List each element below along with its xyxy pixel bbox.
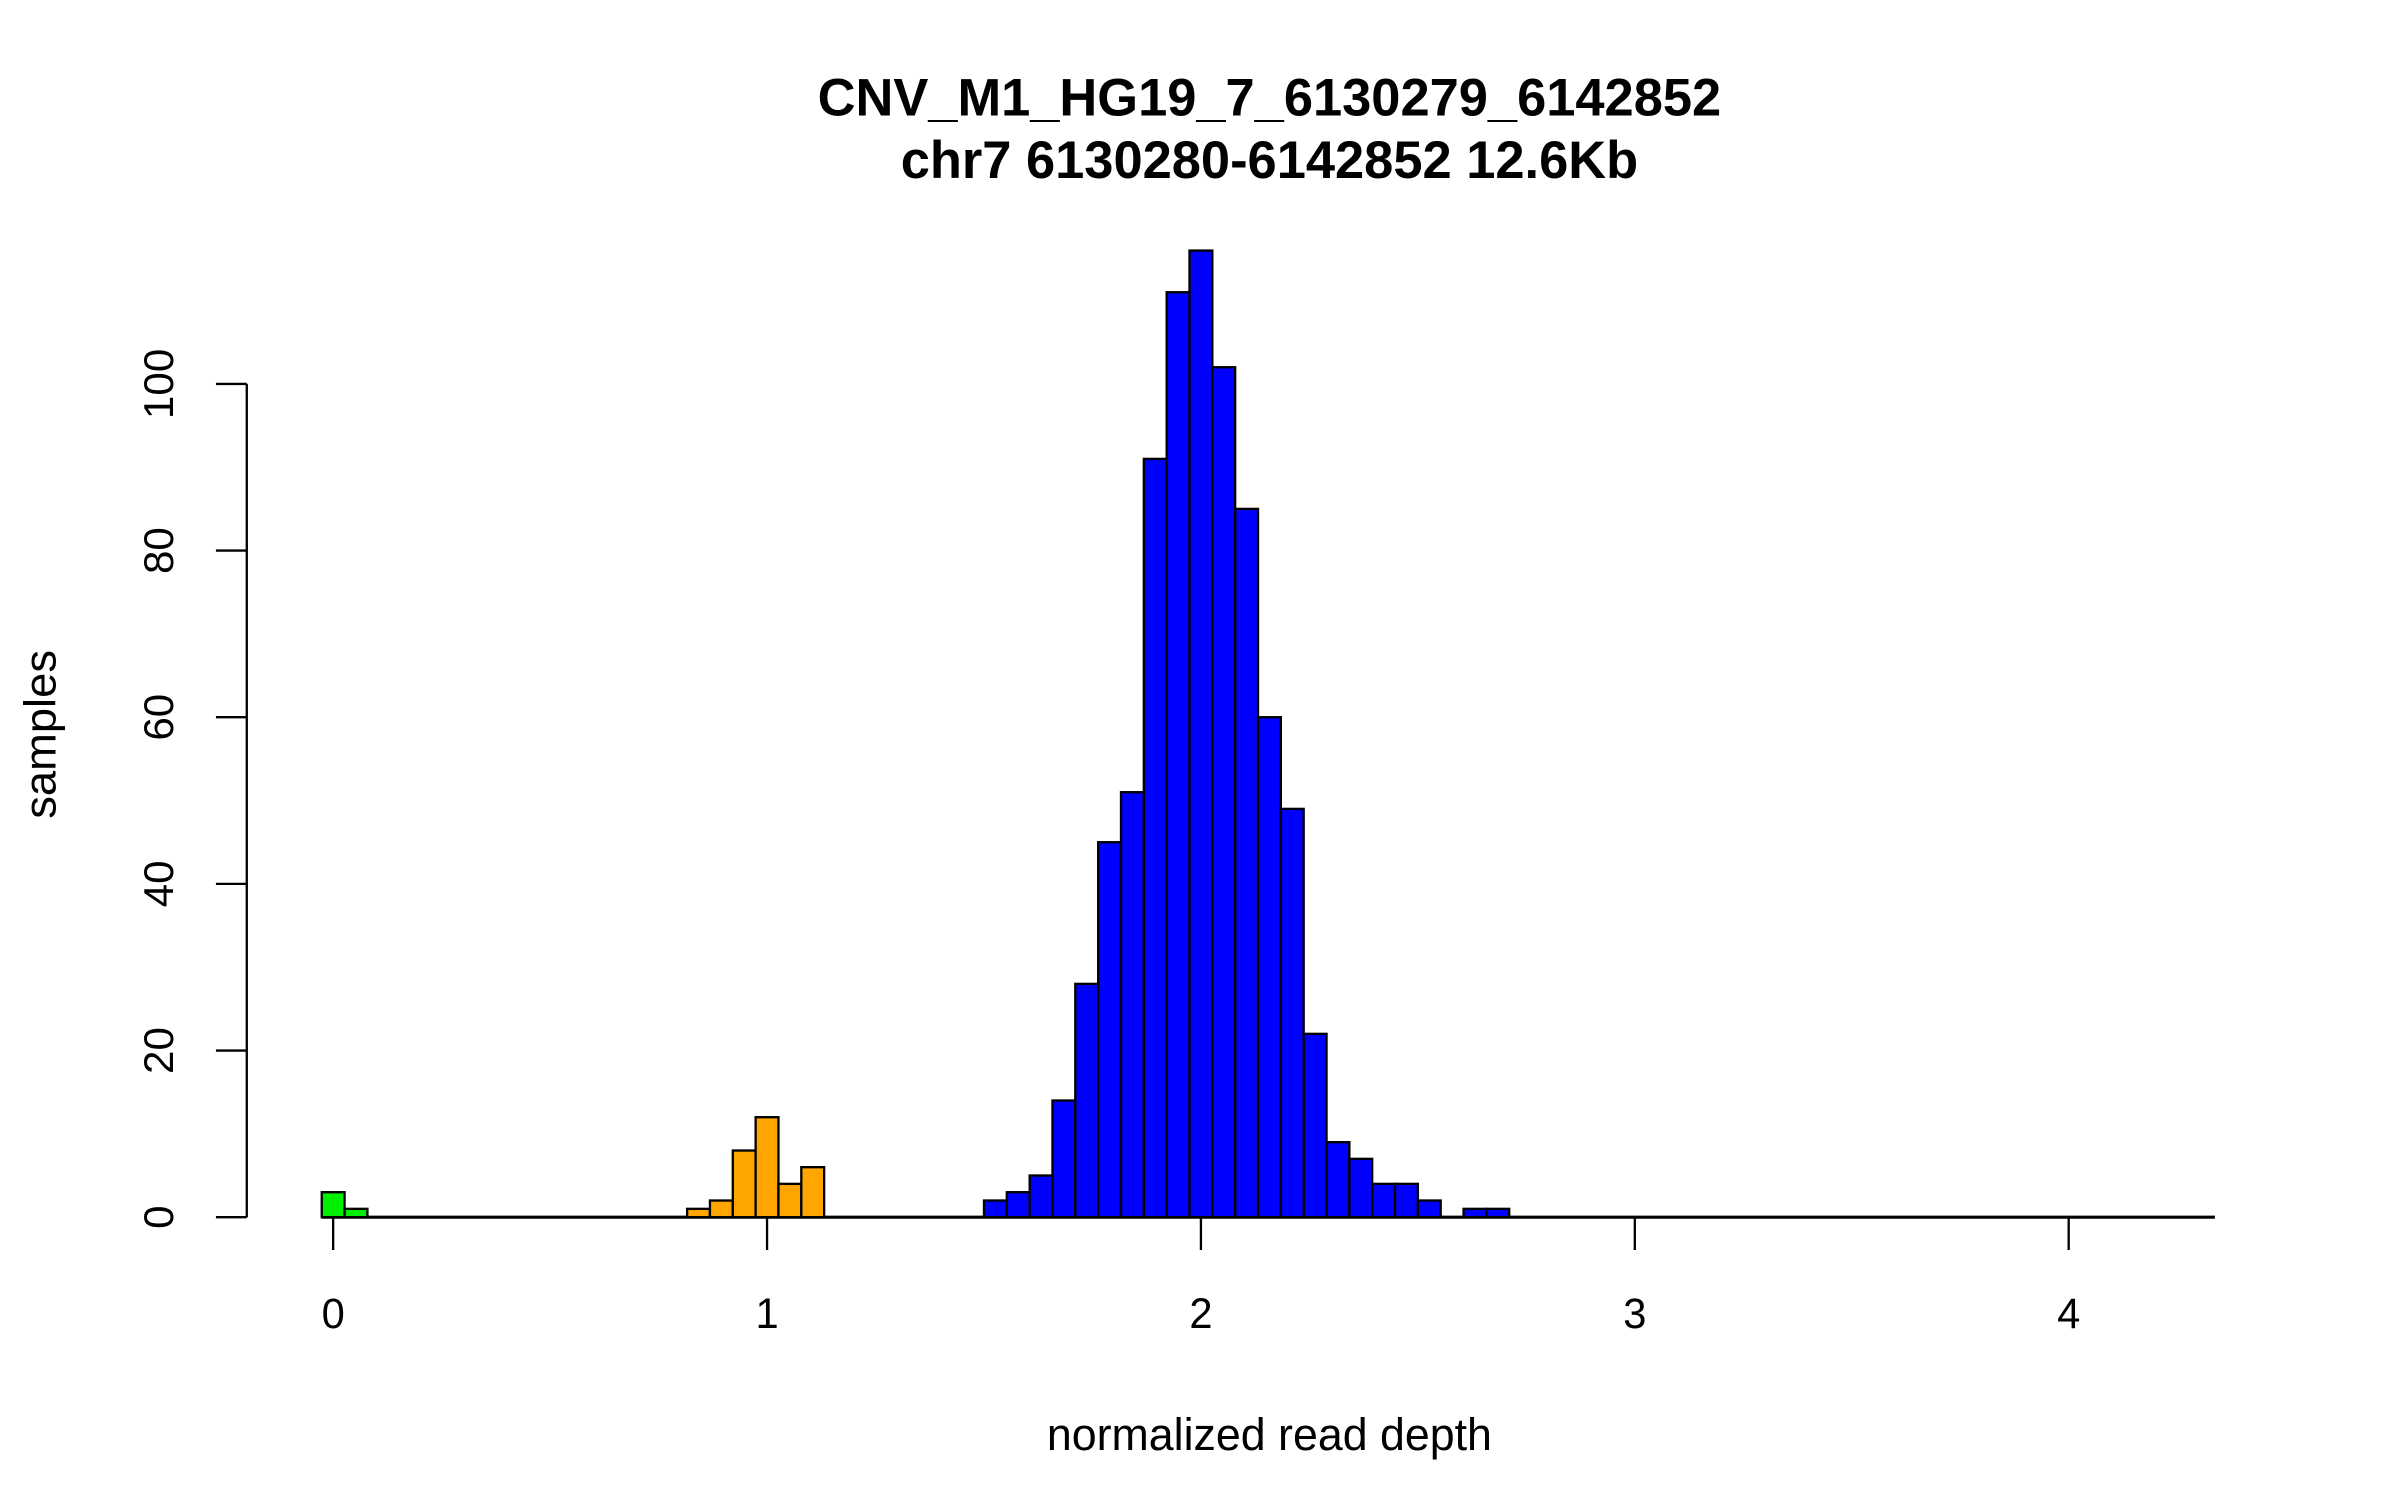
- bar-1-4: [777, 1182, 803, 1219]
- bar-2-15: [1325, 1141, 1351, 1219]
- bar-2-14: [1302, 1032, 1328, 1219]
- bar-2-6: [1119, 791, 1145, 1219]
- chart-subtitle: chr7 6130280-6142852 12.6Kb: [901, 131, 1638, 190]
- bar-2-5: [1097, 841, 1123, 1219]
- chart-title: CNV_M1_HG19_7_6130279_6142852: [818, 68, 1722, 127]
- bar-2-17: [1371, 1182, 1397, 1219]
- bar-2-16: [1348, 1157, 1374, 1219]
- x-tick-label: 1: [755, 1290, 778, 1337]
- bar-1-3: [754, 1116, 780, 1219]
- bar-1-5: [800, 1166, 826, 1219]
- bar-0-1: [343, 1207, 369, 1219]
- x-tick-label: 0: [322, 1290, 345, 1337]
- x-tick-label: 4: [2057, 1290, 2080, 1337]
- bar-2-10: [1211, 366, 1237, 1219]
- bar-2-2: [1028, 1174, 1054, 1219]
- y-tick-label: 60: [135, 694, 182, 741]
- y-tick-label: 80: [135, 527, 182, 574]
- bar-2-1: [1005, 1191, 1031, 1219]
- bar-0-0: [320, 1191, 346, 1219]
- bar-2-11: [1234, 507, 1260, 1219]
- y-tick-label: 20: [135, 1027, 182, 1074]
- bar-2-3: [1051, 1099, 1077, 1219]
- x-axis-label: normalized read depth: [1047, 1409, 1492, 1460]
- bar-1-1: [708, 1199, 734, 1219]
- bar-2-9: [1188, 249, 1214, 1219]
- bar-2-18: [1393, 1182, 1420, 1219]
- bar-2-19: [1416, 1199, 1442, 1219]
- x-tick-label: 2: [1189, 1290, 1212, 1337]
- y-axis-label: samples: [15, 650, 66, 819]
- bar-2-12: [1256, 716, 1283, 1219]
- bars: [320, 249, 2215, 1219]
- y-tick-label: 0: [135, 1205, 182, 1228]
- bar-2-13: [1279, 807, 1305, 1219]
- bar-2-22: [1485, 1207, 1511, 1219]
- bar-2-0: [982, 1199, 1008, 1219]
- bar-2-21: [1462, 1207, 1488, 1219]
- bar-1-0: [685, 1207, 712, 1219]
- y-tick-label: 100: [135, 349, 182, 419]
- bar-2-7: [1142, 457, 1168, 1219]
- bar-2-8: [1165, 291, 1191, 1219]
- bar-1-2: [731, 1149, 757, 1219]
- x-tick-label: 3: [1623, 1290, 1646, 1337]
- y-tick-label: 40: [135, 860, 182, 907]
- bar-2-4: [1074, 982, 1100, 1219]
